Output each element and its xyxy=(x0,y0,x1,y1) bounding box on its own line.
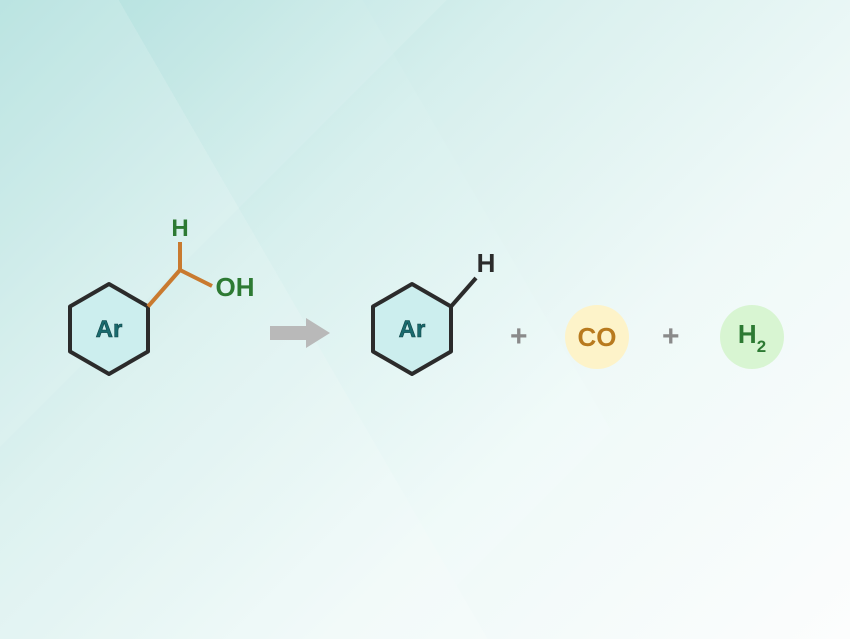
arene-h-label: H xyxy=(477,248,496,278)
reaction-row: Ar H OH Ar H + CO + H2 xyxy=(0,240,850,440)
aryl-label: Ar xyxy=(399,316,426,343)
reaction-arrow xyxy=(270,316,332,350)
product-co: CO xyxy=(565,305,629,369)
plus-sign-1: + xyxy=(510,320,528,354)
bond-c-oh xyxy=(180,270,212,286)
bond-ring-to-h xyxy=(451,278,476,307)
substituent-h-label: H xyxy=(171,215,188,242)
co-label: CO xyxy=(578,322,617,353)
h2-label: H2 xyxy=(738,319,766,354)
reactant-benzyl-alcohol: Ar H OH xyxy=(30,200,290,420)
aryl-label: Ar xyxy=(96,316,123,343)
bond-ring-to-c xyxy=(148,270,180,307)
plus-sign-2: + xyxy=(662,320,680,354)
product-h2: H2 xyxy=(720,305,784,369)
product-arene: Ar H xyxy=(340,212,520,412)
substituent-oh-label: OH xyxy=(216,272,255,302)
